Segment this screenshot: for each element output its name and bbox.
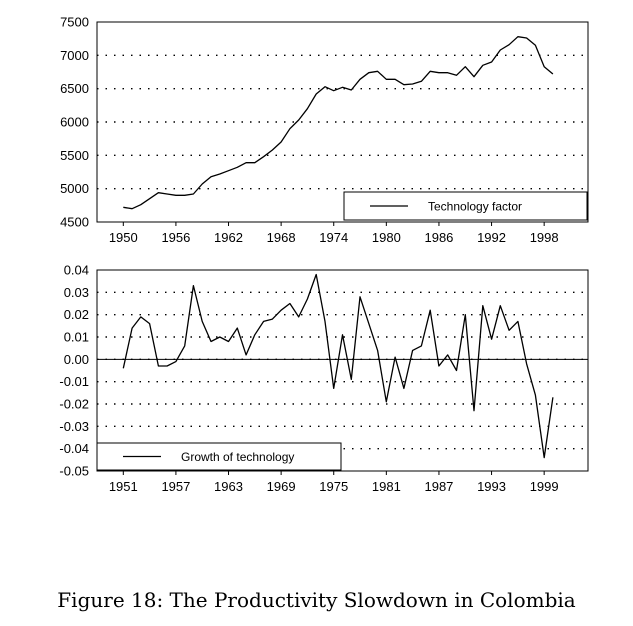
top-xtick-label: 1980	[372, 230, 401, 245]
bottom-ytick-label: 0.00	[64, 352, 89, 367]
figure-caption: Figure 18: The Productivity Slowdown in …	[57, 588, 576, 612]
bottom-ytick-label: 0.04	[64, 263, 89, 278]
bottom-ytick-label: -0.02	[59, 397, 89, 412]
top-chart: 4500 5000 5500 6000 6500 7000 7500 1950 1956 1962…	[60, 15, 589, 245]
bottom-xtick-label: 1981	[372, 479, 401, 494]
top-ytick-label: 6000	[60, 115, 89, 130]
top-ytick-label: 4500	[60, 215, 89, 230]
bottom-xtick-label: 1987	[424, 479, 453, 494]
top-ytick-label: 7500	[60, 15, 89, 30]
bottom-ytick-label: 0.01	[64, 330, 89, 345]
bottom-xtick-label: 1963	[214, 479, 243, 494]
top-ytick-label: 5500	[60, 148, 89, 163]
bottom-xtick-label: 1993	[477, 479, 506, 494]
bottom-ytick-label: 0.02	[64, 307, 89, 322]
bottom-series-line	[122, 273, 554, 459]
top-xtick-label: 1962	[214, 230, 243, 245]
top-ytick-label: 6500	[60, 81, 89, 96]
top-xtick-label: 1998	[530, 230, 559, 245]
top-ytick-label: 7000	[60, 48, 89, 63]
bottom-chart: -0.05 -0.04 -0.03 -0.02 -0.01 0.00 0.01 0.02 0.0…	[59, 263, 589, 494]
top-xtick-label: 1992	[477, 230, 506, 245]
bottom-legend-label: Growth of technology	[181, 450, 294, 464]
bottom-ytick-label: -0.03	[59, 419, 89, 434]
bottom-xtick-label: 1999	[530, 479, 559, 494]
bottom-ytick-label: -0.01	[59, 374, 89, 389]
bottom-plot-frame	[96, 269, 589, 472]
top-series-line	[123, 36, 554, 210]
top-xtick-label: 1968	[267, 230, 296, 245]
bottom-ytick-label: -0.04	[59, 441, 89, 456]
bottom-xtick-label: 1951	[109, 479, 138, 494]
bottom-ytick-label: -0.05	[59, 464, 89, 479]
top-ytick-label: 5000	[60, 181, 89, 196]
bottom-ytick-label: 0.03	[64, 285, 89, 300]
top-xtick-label: 1950	[109, 230, 138, 245]
bottom-xtick-label: 1957	[161, 479, 190, 494]
top-xtick-label: 1956	[161, 230, 190, 245]
bottom-xtick-label: 1969	[267, 479, 296, 494]
top-plot-frame	[96, 21, 589, 223]
top-legend-label: Technology factor	[428, 200, 522, 214]
top-xtick-label: 1986	[424, 230, 453, 245]
bottom-xtick-label: 1975	[319, 479, 348, 494]
top-xtick-label: 1974	[319, 230, 348, 245]
